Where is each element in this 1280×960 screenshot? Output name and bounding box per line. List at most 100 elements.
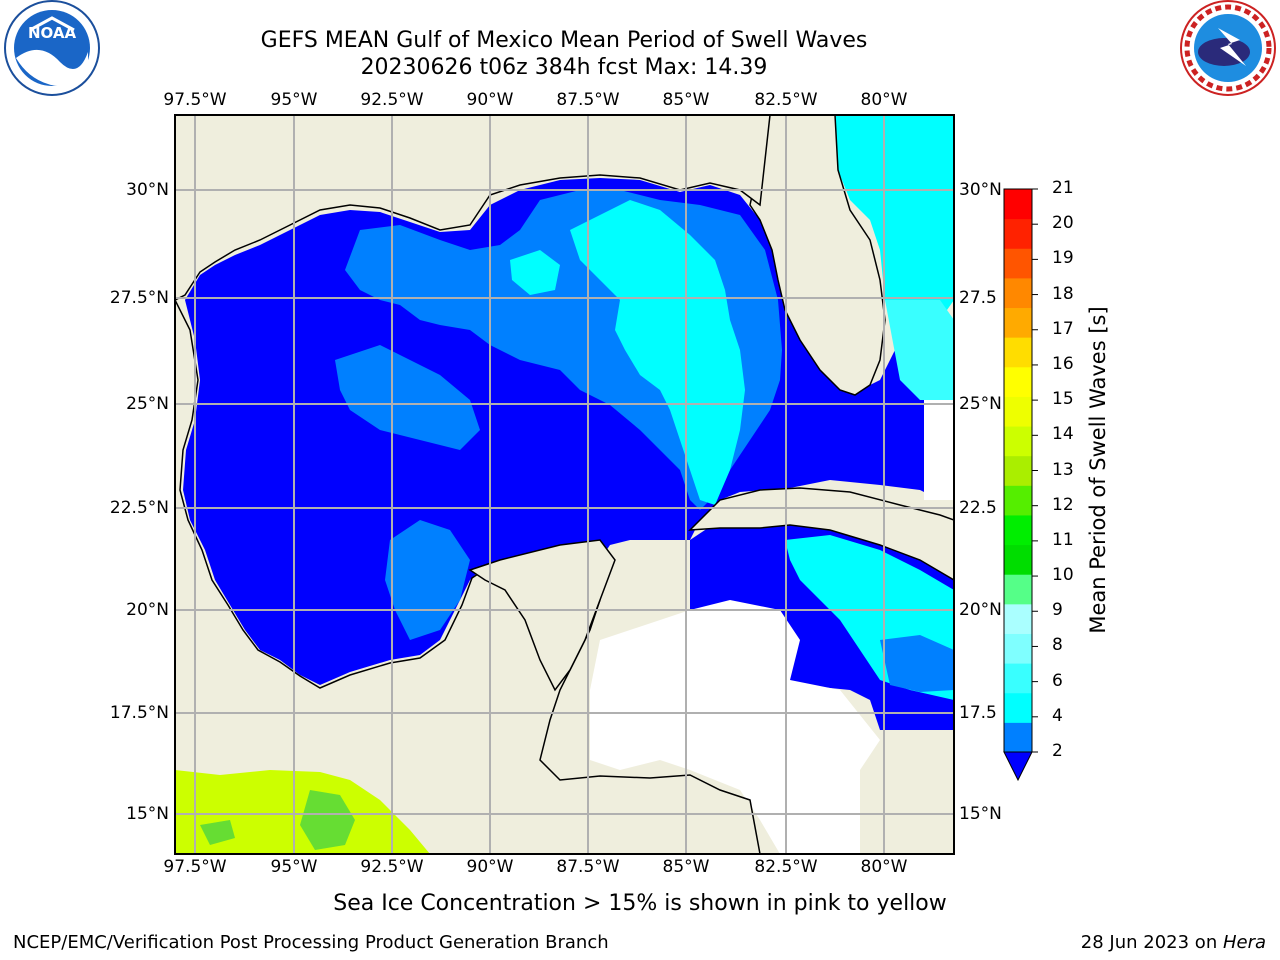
- footer-date: 28 Jun 2023 on: [1080, 932, 1223, 953]
- colorbar-segment: [1004, 218, 1032, 249]
- lat-label: 27.5: [959, 288, 997, 308]
- colorbar-tick-label: 13: [1052, 459, 1074, 480]
- gulf-swell-mid2: [335, 345, 480, 450]
- colorbar-segment: [1004, 248, 1032, 279]
- colorbar-segment: [1004, 574, 1032, 605]
- colorbar-tick-label: 16: [1052, 353, 1074, 374]
- lon-label: 85°W: [662, 857, 710, 877]
- colorbar-tick-label: 19: [1052, 248, 1074, 269]
- lon-label: 82.5°W: [754, 857, 818, 877]
- colorbar: [1003, 188, 1038, 782]
- caribbean-swell-mid: [880, 635, 954, 692]
- colorbar-segment: [1004, 455, 1032, 486]
- colorbar-tick-label: 9: [1052, 600, 1063, 621]
- colorbar-segment: [1004, 722, 1032, 753]
- lon-label: 87.5°W: [556, 857, 620, 877]
- colorbar-tick-label: 14: [1052, 424, 1074, 445]
- colorbar-label: Mean Period of Swell Waves [s]: [1086, 306, 1110, 634]
- colorbar-tick-label: 2: [1052, 741, 1063, 761]
- colorbar-segment: [1004, 544, 1032, 575]
- lon-label: 85°W: [662, 90, 710, 110]
- no-data-east: [924, 400, 954, 500]
- map-area: [175, 115, 954, 854]
- lat-label: 25°N: [126, 394, 169, 414]
- lat-label: 20°N: [126, 600, 169, 620]
- noaa-logo: NOAA: [4, 0, 100, 96]
- graticule: [175, 115, 954, 854]
- yucatan-land: [468, 539, 616, 692]
- lat-label: 27.5°N: [109, 288, 169, 308]
- lon-label: 92.5°W: [360, 857, 424, 877]
- colorbar-segment: [1004, 307, 1032, 338]
- lat-label: 17.5: [959, 703, 997, 723]
- colorbar-segment: [1004, 485, 1032, 516]
- footer-left: NCEP/EMC/Verification Post Processing Pr…: [13, 932, 609, 953]
- footer-host: Hera: [1222, 932, 1266, 953]
- map-frame: [174, 114, 955, 855]
- lon-label: 80°W: [860, 857, 908, 877]
- colorbar-tick-label: 11: [1052, 529, 1074, 550]
- north-coast-land: [175, 115, 771, 301]
- lat-label: 17.5°N: [109, 703, 169, 723]
- cuba-land: [688, 487, 954, 581]
- colorbar-tick-label: 15: [1052, 389, 1074, 410]
- colorbar-segment: [1004, 692, 1032, 723]
- lat-label: 15°N: [126, 804, 169, 824]
- gulf-swell-light: [570, 200, 745, 505]
- lat-label: 30°N: [959, 180, 1002, 200]
- colorbar-segment: [1004, 337, 1032, 368]
- florida-land: [749, 115, 886, 396]
- pacific-sea-ice-green: [300, 790, 355, 850]
- chart-title: GEFS MEAN Gulf of Mexico Mean Period of …: [260, 28, 868, 53]
- colorbar-tick-label: 18: [1052, 283, 1074, 304]
- pacific-sea-ice-green2: [200, 820, 235, 845]
- colorbar-segment: [1004, 514, 1032, 546]
- colorbar-tick-label: 4: [1052, 705, 1063, 726]
- lon-label: 90°W: [466, 90, 514, 110]
- colorbar-segment: [1004, 426, 1032, 457]
- atlantic-swell-pale: [885, 300, 954, 400]
- pacific-sea-ice: [175, 770, 430, 854]
- colorbar-tick-label: 20: [1052, 213, 1074, 234]
- colorbar-tick-label: 17: [1052, 318, 1074, 339]
- lat-label: 20°N: [959, 600, 1002, 620]
- lon-label: 95°W: [270, 90, 318, 110]
- lon-label: 87.5°W: [556, 90, 620, 110]
- lon-label: 97.5°W: [163, 90, 227, 110]
- mexico-land: [175, 299, 761, 854]
- colorbar-segment: [1004, 603, 1032, 634]
- lon-label: 97.5°W: [163, 857, 227, 877]
- lon-label: 82.5°W: [754, 90, 818, 110]
- lon-label: 92.5°W: [360, 90, 424, 110]
- colorbar-segment: [1004, 366, 1032, 397]
- colorbar-extend-arrow: [1003, 751, 1033, 782]
- no-data-caribbean: [590, 600, 880, 854]
- footer-right: 28 Jun 2023 on Hera: [1081, 932, 1266, 953]
- noaa-logo-text: NOAA: [28, 24, 77, 42]
- lat-label: 22.5: [959, 498, 997, 518]
- colorbar-segment: [1004, 396, 1032, 427]
- lon-label: 95°W: [270, 857, 318, 877]
- lat-label: 22.5°N: [109, 498, 169, 518]
- lon-label: 90°W: [466, 857, 514, 877]
- chart-subtitle: 20230626 t06z 384h fcst Max: 14.39: [360, 55, 768, 80]
- nws-logo: [1180, 0, 1276, 96]
- colorbar-tick-label: 21: [1052, 178, 1074, 198]
- gulf-swell-light2: [510, 250, 560, 295]
- lat-label: 15°N: [959, 804, 1002, 824]
- colorbar-segment: [1004, 663, 1032, 694]
- caption: Sea Ice Concentration > 15% is shown in …: [0, 891, 1280, 916]
- colorbar-tick-label: 8: [1052, 635, 1063, 656]
- lon-label: 80°W: [860, 90, 908, 110]
- caption-text: Sea Ice Concentration > 15% is shown in …: [333, 891, 947, 916]
- colorbar-segment: [1004, 189, 1032, 220]
- colorbar-tick-label: 10: [1052, 565, 1074, 586]
- lat-label: 30°N: [126, 180, 169, 200]
- colorbar-tick-label: 12: [1052, 494, 1074, 515]
- colorbar-segment: [1004, 633, 1032, 664]
- lat-label: 25°N: [959, 394, 1002, 414]
- colorbar-segment: [1004, 277, 1032, 309]
- colorbar-tick-label: 6: [1052, 670, 1063, 691]
- atlantic-swell-light: [835, 115, 954, 340]
